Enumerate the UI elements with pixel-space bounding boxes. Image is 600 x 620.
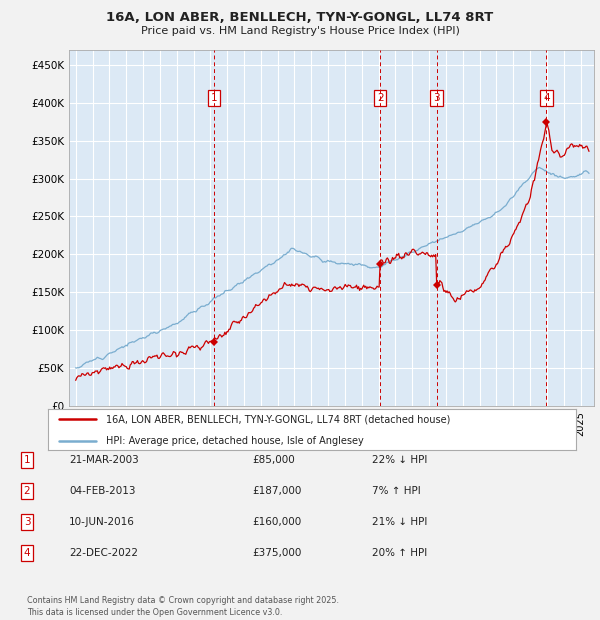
Text: 4: 4	[23, 548, 31, 558]
Text: 3: 3	[23, 517, 31, 527]
Text: 21% ↓ HPI: 21% ↓ HPI	[372, 517, 427, 527]
Text: 1: 1	[211, 93, 217, 103]
Text: £375,000: £375,000	[252, 548, 301, 558]
Text: 21-MAR-2003: 21-MAR-2003	[69, 455, 139, 465]
Text: £160,000: £160,000	[252, 517, 301, 527]
Text: HPI: Average price, detached house, Isle of Anglesey: HPI: Average price, detached house, Isle…	[106, 436, 364, 446]
Text: 16A, LON ABER, BENLLECH, TYN-Y-GONGL, LL74 8RT: 16A, LON ABER, BENLLECH, TYN-Y-GONGL, LL…	[106, 11, 494, 24]
Text: 7% ↑ HPI: 7% ↑ HPI	[372, 486, 421, 496]
Text: 4: 4	[543, 93, 550, 103]
Text: 3: 3	[433, 93, 440, 103]
Text: Price paid vs. HM Land Registry's House Price Index (HPI): Price paid vs. HM Land Registry's House …	[140, 26, 460, 36]
Text: 04-FEB-2013: 04-FEB-2013	[69, 486, 136, 496]
Text: £85,000: £85,000	[252, 455, 295, 465]
Text: Contains HM Land Registry data © Crown copyright and database right 2025.
This d: Contains HM Land Registry data © Crown c…	[27, 596, 339, 617]
Text: 20% ↑ HPI: 20% ↑ HPI	[372, 548, 427, 558]
Text: 22% ↓ HPI: 22% ↓ HPI	[372, 455, 427, 465]
Text: 2: 2	[23, 486, 31, 496]
Text: 16A, LON ABER, BENLLECH, TYN-Y-GONGL, LL74 8RT (detached house): 16A, LON ABER, BENLLECH, TYN-Y-GONGL, LL…	[106, 414, 451, 424]
Text: 10-JUN-2016: 10-JUN-2016	[69, 517, 135, 527]
Text: 1: 1	[23, 455, 31, 465]
Text: 2: 2	[377, 93, 383, 103]
Text: 22-DEC-2022: 22-DEC-2022	[69, 548, 138, 558]
Text: £187,000: £187,000	[252, 486, 301, 496]
